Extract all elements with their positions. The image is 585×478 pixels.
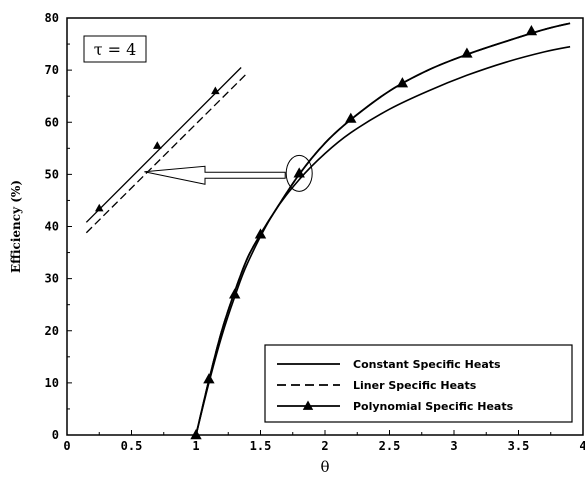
y-tick-label: 30 bbox=[45, 272, 59, 286]
zoom-ellipse bbox=[285, 154, 313, 192]
x-tick-label: 2.5 bbox=[379, 439, 401, 453]
x-tick-label: 2 bbox=[321, 439, 328, 453]
inset-marker-polynomial-specific-heats bbox=[94, 203, 104, 212]
x-tick-label: 4 bbox=[579, 439, 585, 453]
tau-annotation: τ = 4 bbox=[83, 35, 147, 63]
legend: Constant Specific Heats Liner Specific He… bbox=[264, 344, 573, 423]
zoom-arrow bbox=[144, 165, 286, 185]
legend-items: Constant Specific Heats Liner Specific He… bbox=[277, 358, 514, 413]
legend-marker-polynomial-specific-heats bbox=[302, 400, 314, 410]
series-marker-polynomial-specific-heats bbox=[190, 429, 202, 440]
inset-marker-polynomial-specific-heats bbox=[153, 141, 162, 149]
legend-box bbox=[264, 344, 573, 423]
y-tick-label: 70 bbox=[45, 63, 59, 77]
x-axis-title: θ bbox=[320, 458, 329, 476]
legend-label-constant-specific-heats: Constant Specific Heats bbox=[353, 358, 501, 371]
series-line-polynomial-specific-heats bbox=[195, 22, 571, 436]
series-line-constant-specific-heats bbox=[195, 45, 571, 436]
y-tick-label: 40 bbox=[45, 220, 59, 234]
y-tick-label: 10 bbox=[45, 376, 59, 390]
inset-layer bbox=[85, 67, 249, 234]
series-marker-polynomial-specific-heats bbox=[525, 25, 538, 36]
zoom-indicator bbox=[144, 154, 313, 192]
inset-line-liner-specific-heats bbox=[85, 72, 249, 234]
y-axis-ticks: 0 10 20 30 40 50 60 70 80 bbox=[45, 11, 72, 442]
y-tick-label: 80 bbox=[45, 11, 59, 25]
y-tick-label: 0 bbox=[52, 428, 59, 442]
x-axis-ticks: 0 0.5 1 1.5 2 2.5 3 3.5 4 bbox=[63, 430, 585, 453]
y-tick-label: 60 bbox=[45, 115, 59, 129]
legend-label-liner-specific-heats: Liner Specific Heats bbox=[353, 379, 477, 392]
y-axis-title: Efficiency (%) bbox=[9, 180, 23, 273]
series-marker-polynomial-specific-heats bbox=[229, 288, 241, 299]
series-marker-polynomial-specific-heats bbox=[345, 112, 357, 123]
series-marker-polynomial-specific-heats bbox=[293, 167, 305, 178]
series-marker-polynomial-specific-heats bbox=[254, 228, 267, 239]
x-tick-label: 3 bbox=[450, 439, 457, 453]
tau-annotation-box bbox=[83, 35, 147, 63]
series-marker-polynomial-specific-heats bbox=[461, 47, 473, 58]
series-marker-polynomial-specific-heats bbox=[203, 373, 215, 384]
y-tick-label: 20 bbox=[45, 324, 59, 338]
x-tick-label: 0.5 bbox=[121, 439, 143, 453]
x-tick-label: 0 bbox=[63, 439, 70, 453]
legend-label-polynomial-specific-heats: Polynomial Specific Heats bbox=[353, 400, 514, 413]
tau-annotation-text: τ = 4 bbox=[94, 40, 137, 59]
y-tick-label: 50 bbox=[45, 167, 59, 181]
x-tick-label: 1.5 bbox=[250, 439, 272, 453]
inset-marker-polynomial-specific-heats bbox=[211, 86, 220, 95]
series-layer bbox=[190, 22, 571, 440]
x-tick-label: 3.5 bbox=[508, 439, 530, 453]
x-tick-label: 1 bbox=[192, 439, 199, 453]
series-marker-polynomial-specific-heats bbox=[396, 77, 409, 88]
